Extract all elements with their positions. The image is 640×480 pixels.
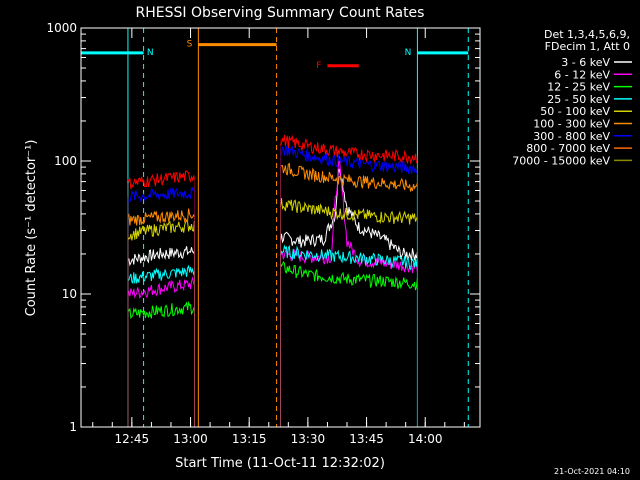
x-tick-label-5: 14:00 bbox=[408, 432, 443, 446]
legend-header-line2: FDecim 1, Att 0 bbox=[545, 40, 630, 53]
legend-label-2: 12 - 25 keV bbox=[547, 81, 610, 94]
plot-area: N NSF 12:45 13:00 13:15 13:30 13:45 14:00 1101… bbox=[46, 21, 481, 446]
series-7 bbox=[127, 134, 418, 427]
series-1-segment-0 bbox=[127, 276, 195, 299]
series-6-segment-1 bbox=[280, 145, 418, 175]
legend: Det 1,3,4,5,6,9, FDecim 1, Att 0 3 - 6 k… bbox=[512, 28, 632, 167]
data-series bbox=[127, 134, 418, 427]
axes-frame bbox=[80, 27, 481, 428]
legend-label-5: 100 - 300 keV bbox=[533, 118, 610, 131]
x-tick-label-4: 13:45 bbox=[349, 432, 384, 446]
footer-date: 21-Oct-2021 04:10 bbox=[554, 467, 630, 476]
bar-label-S-2: S bbox=[187, 40, 193, 50]
y-tick-label-1: 10 bbox=[62, 287, 77, 301]
x-axis-label: Start Time (11-Oct-11 12:32:02) bbox=[175, 456, 385, 471]
series-3-segment-1 bbox=[280, 244, 418, 271]
chart-title: RHESSI Observing Summary Count Rates bbox=[136, 5, 425, 21]
bar-label-N-0: N bbox=[147, 48, 154, 58]
legend-label-8: 7000 - 15000 keV bbox=[512, 154, 610, 167]
legend-label-7: 800 - 7000 keV bbox=[526, 142, 610, 155]
x-tick-label-2: 13:15 bbox=[232, 432, 267, 446]
bar-label-F-3: F bbox=[316, 61, 321, 71]
series-1-segment-1 bbox=[280, 156, 418, 273]
legend-label-6: 300 - 800 keV bbox=[533, 130, 610, 143]
series-2-segment-0 bbox=[127, 300, 195, 319]
series-6-segment-0 bbox=[127, 186, 195, 203]
attenuator-bars: N N S F bbox=[81, 40, 469, 71]
x-tick-label-1: 13:00 bbox=[173, 432, 208, 446]
legend-label-1: 6 - 12 keV bbox=[554, 68, 610, 81]
y-axis-ticks: 1 10 100 1000 bbox=[46, 21, 480, 434]
y-tick-label-0: 1 bbox=[69, 420, 77, 434]
series-5-segment-0 bbox=[127, 208, 195, 226]
legend-label-0: 3 - 6 keV bbox=[561, 56, 610, 69]
legend-header-line1: Det 1,3,4,5,6,9, bbox=[544, 28, 630, 41]
x-axis-ticks: 12:45 13:00 13:15 13:30 13:45 14:00 bbox=[92, 28, 465, 446]
series-4-segment-0 bbox=[127, 220, 195, 241]
series-0-segment-0 bbox=[127, 246, 195, 267]
y-tick-label-2: 100 bbox=[54, 154, 77, 168]
series-4-segment-1 bbox=[280, 198, 418, 225]
x-tick-label-0: 12:45 bbox=[115, 432, 150, 446]
series-5-segment-1 bbox=[280, 162, 418, 192]
series-7-segment-1 bbox=[280, 134, 418, 165]
y-tick-label-3: 1000 bbox=[46, 21, 77, 35]
time-markers bbox=[127, 28, 469, 427]
series-0-segment-1 bbox=[280, 168, 418, 261]
y-axis-label: Count Rate (s⁻¹ detector⁻¹) bbox=[24, 140, 39, 317]
series-3-segment-0 bbox=[127, 264, 195, 285]
legend-label-3: 25 - 50 keV bbox=[547, 93, 610, 106]
x-tick-label-3: 13:30 bbox=[291, 432, 326, 446]
legend-label-4: 50 - 100 keV bbox=[540, 105, 610, 118]
series-2-segment-1 bbox=[280, 261, 418, 291]
bar-label-N-1: N bbox=[405, 48, 412, 58]
series-7-segment-0 bbox=[127, 170, 195, 190]
